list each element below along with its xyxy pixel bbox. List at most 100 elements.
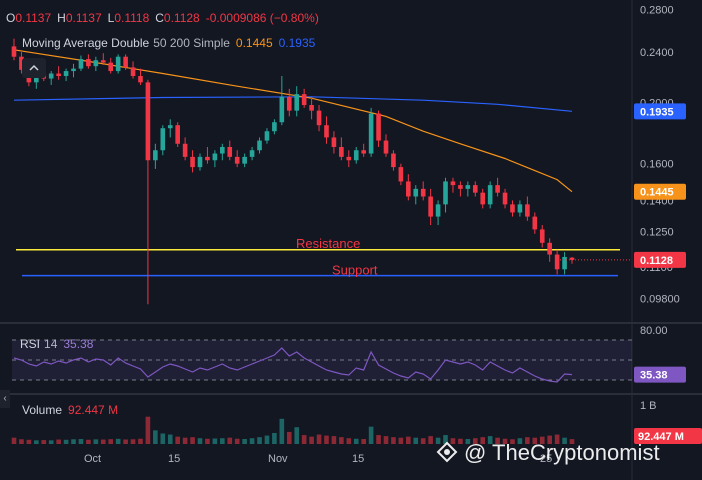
volume-bar [368, 426, 374, 444]
volume-bar [324, 435, 329, 444]
candle-body [368, 113, 374, 154]
volume-bar [19, 439, 24, 444]
volume-bar [130, 439, 136, 444]
volume-bar [472, 438, 478, 444]
rsi-legend[interactable]: RSI 14 35.38 [20, 337, 93, 351]
candle-body [324, 125, 329, 138]
collapse-legend-button[interactable] [22, 58, 46, 78]
volume-bar [11, 437, 17, 444]
candle [138, 68, 143, 85]
volume-bar [539, 436, 545, 444]
candle-body [428, 196, 433, 217]
candle [532, 212, 538, 234]
candle-body [264, 131, 270, 141]
candle [234, 150, 240, 168]
price-tick-label: 0.2800 [640, 5, 674, 17]
date-tick-label: Oct [84, 453, 101, 465]
candle [160, 125, 166, 156]
volume-bar [480, 437, 486, 444]
candle [472, 181, 478, 197]
candle [153, 143, 158, 169]
volume-bar [465, 439, 471, 444]
volume-name: Volume [22, 403, 63, 417]
volume-bar [41, 440, 47, 444]
candle [353, 146, 359, 164]
ma200-line [13, 96, 573, 112]
change-value: -0.0009086 (−0.80%) [205, 11, 319, 25]
chevron-up-icon [29, 64, 39, 71]
moving-average-legend[interactable]: Moving Average Double 50 200 Simple 0.1445… [22, 36, 315, 50]
candle-body [115, 56, 121, 72]
chevron-left-icon[interactable]: ‹ [0, 390, 10, 408]
ma50-badge: 0.1445 [640, 187, 674, 199]
candle [465, 181, 471, 197]
candle-body [547, 242, 552, 255]
candle-body [346, 156, 352, 161]
candle-body [539, 229, 545, 243]
volume-bar [78, 439, 84, 444]
candle-body [153, 150, 158, 161]
volume-bar [383, 436, 389, 444]
candle-body [309, 105, 314, 111]
candle [361, 143, 366, 157]
candle [413, 185, 419, 205]
volume-bar [435, 437, 441, 444]
candle [428, 188, 433, 226]
volume-bar [182, 437, 188, 444]
volume-bar [428, 436, 433, 444]
candle [480, 188, 486, 209]
volume-bar [190, 437, 195, 444]
volume-bar [517, 438, 523, 444]
candle-body [406, 181, 411, 197]
volume-bar [554, 434, 560, 444]
candle-body [510, 204, 515, 213]
candle-body [517, 204, 523, 213]
rsi-value: 35.38 [63, 337, 94, 351]
volume-bar [316, 434, 322, 444]
candle [286, 88, 292, 117]
candle-body [249, 150, 255, 157]
candle-body [554, 254, 560, 270]
candle [56, 66, 61, 80]
candle-body [71, 68, 76, 72]
candle-body [197, 156, 203, 168]
candle [420, 181, 426, 201]
volume-bar [115, 438, 121, 444]
candle-body [257, 140, 262, 151]
candle [547, 238, 552, 262]
candle [554, 249, 560, 275]
volume-bar [153, 430, 158, 444]
candle-body [19, 56, 24, 70]
candle-body [279, 96, 285, 123]
low-value: 0.1118 [114, 11, 150, 25]
date-tick-label: 25 [540, 453, 552, 465]
cryptonomist-logo-icon [436, 441, 458, 463]
candle [517, 200, 523, 217]
volume-badge-bg [634, 428, 702, 444]
candle-body [167, 125, 173, 129]
price-tick-label: 0.1600 [640, 159, 674, 171]
candle [11, 38, 17, 61]
candle-body [495, 185, 500, 193]
candle [227, 140, 233, 161]
volume-bar [227, 437, 233, 444]
candle [78, 55, 84, 72]
candle-body [465, 185, 471, 189]
candle-body [435, 204, 441, 217]
candle-body [175, 125, 180, 144]
rsi-badge: 35.38 [640, 370, 668, 382]
volume-bar [197, 438, 203, 444]
candle [264, 128, 270, 144]
volume-bar [547, 435, 552, 444]
ma200-badge-bg [634, 103, 686, 120]
candle-body [383, 140, 389, 154]
candle-body [286, 96, 292, 111]
candle-body [160, 128, 166, 151]
candle [48, 71, 54, 85]
volume-legend[interactable]: Volume 92.447 M [22, 403, 118, 417]
candle-body [413, 188, 419, 197]
candle-body [205, 156, 210, 161]
volume-bar [286, 431, 292, 444]
candle-body [339, 146, 344, 157]
